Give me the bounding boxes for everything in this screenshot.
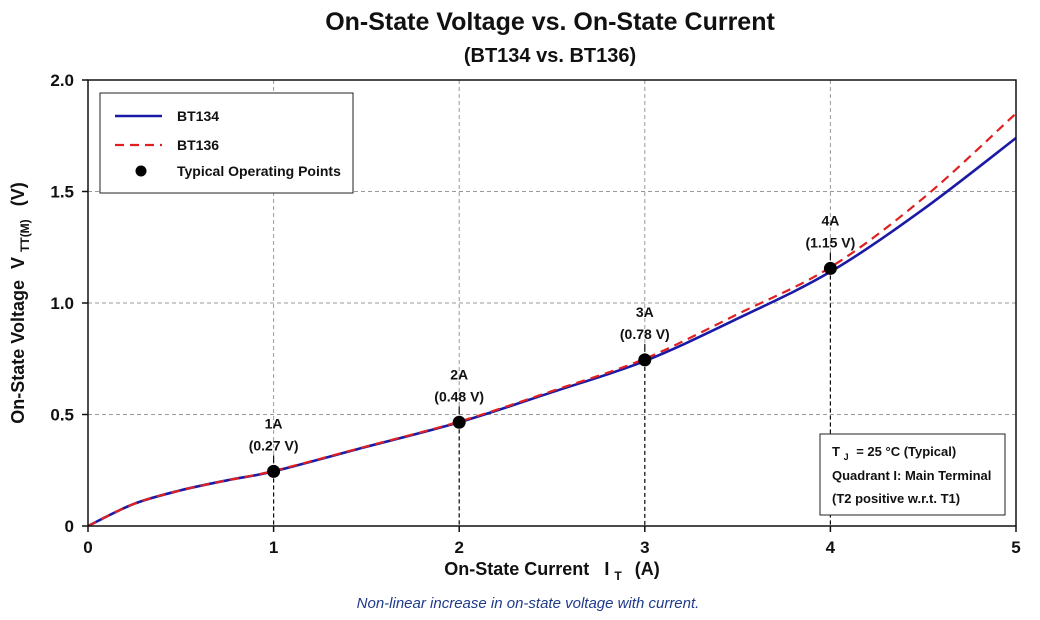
y-tick-label-0: 0 <box>65 517 74 536</box>
point-value-label-2: (0.48 V) <box>434 388 484 404</box>
x-tick-label-5: 5 <box>1011 538 1020 557</box>
legend: BT134 BT136 Typical Operating Points <box>99 92 354 194</box>
operating-point-4 <box>823 261 837 275</box>
x-tick-label-4: 4 <box>826 538 836 557</box>
conditions-line-2: Quadrant I: Main Terminal <box>832 468 991 483</box>
x-axis-label-unit: (A) <box>635 559 660 579</box>
x-tick-label-2: 2 <box>454 538 463 557</box>
conditions-box: T J = 25 °C (Typical) Quadrant I: Main T… <box>819 433 1006 516</box>
y-axis-label-sub: TT(M) <box>18 219 32 252</box>
y-tick-label-1: 0.5 <box>50 406 74 425</box>
series-lines <box>87 112 1017 528</box>
drop-lines <box>273 268 832 526</box>
x-tick-label-1: 1 <box>269 538 278 557</box>
point-label-3: 3A <box>636 304 654 320</box>
axis-ticks: 0 1 2 3 4 5 0 0.5 1.0 1.5 2.0 <box>50 71 1020 557</box>
y-axis-label-unit: (V) <box>8 182 28 206</box>
y-tick-label-3: 1.5 <box>50 183 74 202</box>
x-axis-label: On-State Current I T (A) <box>444 559 659 584</box>
point-value-label-1: (0.27 V) <box>249 437 299 453</box>
legend-label-points: Typical Operating Points <box>177 163 341 179</box>
x-tick-label-0: 0 <box>83 538 92 557</box>
conditions-tj-text: = 25 °C (Typical) <box>856 444 956 459</box>
point-annotations: 1A (0.27 V) 2A (0.48 V) 3A (0.78 V) 4A (1.15 V) <box>249 212 855 464</box>
conditions-line-3: (T2 positive w.r.t. T1) <box>832 491 960 506</box>
operating-point-2 <box>452 415 466 429</box>
series-line-bt136 <box>87 112 1017 527</box>
y-axis-label-main: On-State Voltage <box>8 280 28 424</box>
x-tick-label-3: 3 <box>640 538 649 557</box>
point-label-1: 1A <box>265 415 283 431</box>
legend-swatch-points <box>135 165 147 177</box>
y-tick-label-4: 2.0 <box>50 71 74 90</box>
point-label-2: 2A <box>450 366 468 382</box>
chart-subtitle: (BT134 vs. BT136) <box>464 45 636 67</box>
caption-line-1: Non-linear increase in on-state voltage … <box>357 595 700 612</box>
operating-point-1 <box>267 464 281 478</box>
x-axis-label-main: On-State Current <box>444 559 589 579</box>
x-axis-label-symbol: I <box>604 559 609 579</box>
point-label-4: 4A <box>821 212 839 228</box>
legend-label-bt134: BT134 <box>177 108 219 124</box>
conditions-tj-symbol: T <box>832 444 840 459</box>
conditions-line-1: T J = 25 °C (Typical) <box>832 444 956 463</box>
conditions-tj-sub: J <box>844 452 849 462</box>
point-value-label-3: (0.78 V) <box>620 326 670 342</box>
y-tick-label-2: 1.0 <box>50 294 74 313</box>
y-axis-label: On-State Voltage V TT(M) (V) <box>8 182 33 423</box>
conditions-frame <box>819 433 1006 516</box>
legend-label-bt136: BT136 <box>177 137 219 153</box>
point-value-label-4: (1.15 V) <box>805 234 855 250</box>
operating-point-3 <box>638 353 652 367</box>
chart-title: On-State Voltage vs. On-State Current <box>325 8 775 36</box>
x-axis-label-sub: T <box>614 569 622 583</box>
y-axis-label-symbol: V <box>8 257 28 269</box>
operating-points <box>267 261 837 478</box>
